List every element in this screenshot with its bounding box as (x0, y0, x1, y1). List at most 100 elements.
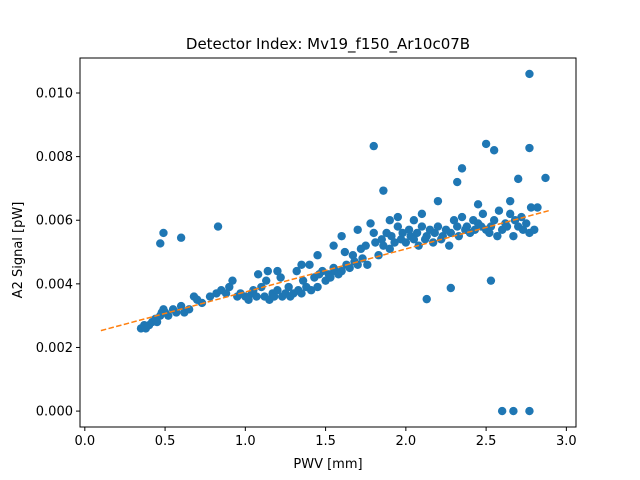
data-point (398, 228, 407, 238)
y-tick-label: 0.008 (36, 150, 73, 165)
data-point (522, 219, 531, 228)
data-point (221, 289, 231, 298)
data-point (225, 282, 234, 292)
x-tick-label: 0.0 (74, 434, 95, 449)
data-point (525, 406, 534, 416)
x-tick-label: 1.0 (235, 434, 256, 449)
data-point (348, 251, 358, 260)
data-point (417, 222, 427, 231)
data-point (176, 233, 186, 242)
x-tick-label: 3.0 (556, 434, 577, 449)
data-point (417, 209, 427, 219)
data-point (379, 186, 388, 195)
data-point (313, 282, 322, 292)
data-point (502, 222, 512, 231)
fit-line (100, 209, 549, 332)
data-point (433, 222, 443, 231)
plot-area (100, 69, 550, 416)
data-point (430, 228, 439, 238)
data-point (404, 225, 414, 234)
data-point (273, 286, 282, 295)
data-point (514, 174, 523, 184)
data-point (377, 235, 386, 244)
data-point (253, 270, 263, 279)
data-point (449, 216, 459, 225)
data-point (369, 228, 378, 238)
data-point (422, 231, 431, 241)
data-point (518, 225, 528, 234)
data-point (433, 196, 443, 206)
data-point (297, 289, 306, 298)
data-point (428, 238, 438, 247)
data-point (385, 216, 394, 225)
data-point (249, 286, 258, 295)
data-point (361, 241, 370, 250)
data-point (374, 251, 383, 260)
data-point (340, 247, 350, 257)
y-tick-label: 0.004 (36, 277, 73, 292)
data-point (409, 216, 419, 225)
data-point (263, 266, 273, 276)
x-tick-label: 2.5 (476, 434, 497, 449)
data-point (446, 283, 455, 293)
data-point (453, 177, 462, 187)
data-point (457, 212, 467, 222)
data-point (371, 238, 380, 247)
data-point (453, 222, 462, 231)
data-point (393, 222, 403, 231)
data-point (353, 225, 362, 234)
data-point (337, 266, 346, 276)
data-point (345, 263, 354, 273)
data-point (387, 231, 396, 241)
data-point (509, 231, 518, 241)
data-point (390, 238, 399, 247)
data-point (446, 228, 455, 238)
data-point (156, 239, 165, 248)
data-point (526, 203, 536, 212)
y-tick-label: 0.002 (36, 341, 73, 356)
data-point (541, 173, 550, 183)
data-point (176, 301, 186, 311)
data-point (297, 260, 306, 269)
data-point (205, 292, 215, 301)
data-point (489, 146, 499, 155)
plot-frame (79, 57, 577, 428)
data-point (284, 282, 293, 292)
data-point (313, 251, 322, 260)
data-point (494, 206, 504, 215)
data-point (329, 241, 338, 250)
data-point (486, 276, 496, 285)
data-point (276, 273, 285, 282)
data-point (273, 266, 282, 276)
data-point (401, 238, 411, 247)
data-point (409, 235, 419, 244)
y-axis-ticks: 0.000 0.002 0.004 0.006 0.008 0.010 (36, 86, 80, 420)
data-point (270, 292, 279, 301)
data-point (152, 317, 162, 327)
x-tick-label: 2.0 (396, 434, 417, 449)
y-tick-label: 0.000 (36, 405, 73, 420)
data-point (444, 241, 454, 250)
data-point (525, 69, 534, 79)
data-point (252, 292, 261, 301)
y-axis-label: A2 Signal [pW] (11, 202, 26, 299)
data-point (213, 222, 223, 231)
x-axis-ticks: 0.0 0.5 1.0 1.5 2.0 2.5 3.0 (74, 427, 577, 449)
data-point (298, 276, 308, 285)
data-point (306, 286, 316, 295)
data-point (478, 209, 488, 219)
data-point (497, 406, 507, 416)
data-point (363, 260, 372, 269)
data-point (228, 276, 237, 285)
data-point (422, 294, 431, 304)
y-tick-label: 0.006 (36, 214, 73, 229)
data-point (244, 295, 253, 304)
y-tick-label: 0.010 (36, 86, 73, 101)
data-point (457, 164, 467, 173)
data-point (530, 225, 539, 234)
data-point (393, 212, 403, 222)
data-point (533, 203, 542, 212)
x-tick-label: 0.5 (155, 434, 176, 449)
